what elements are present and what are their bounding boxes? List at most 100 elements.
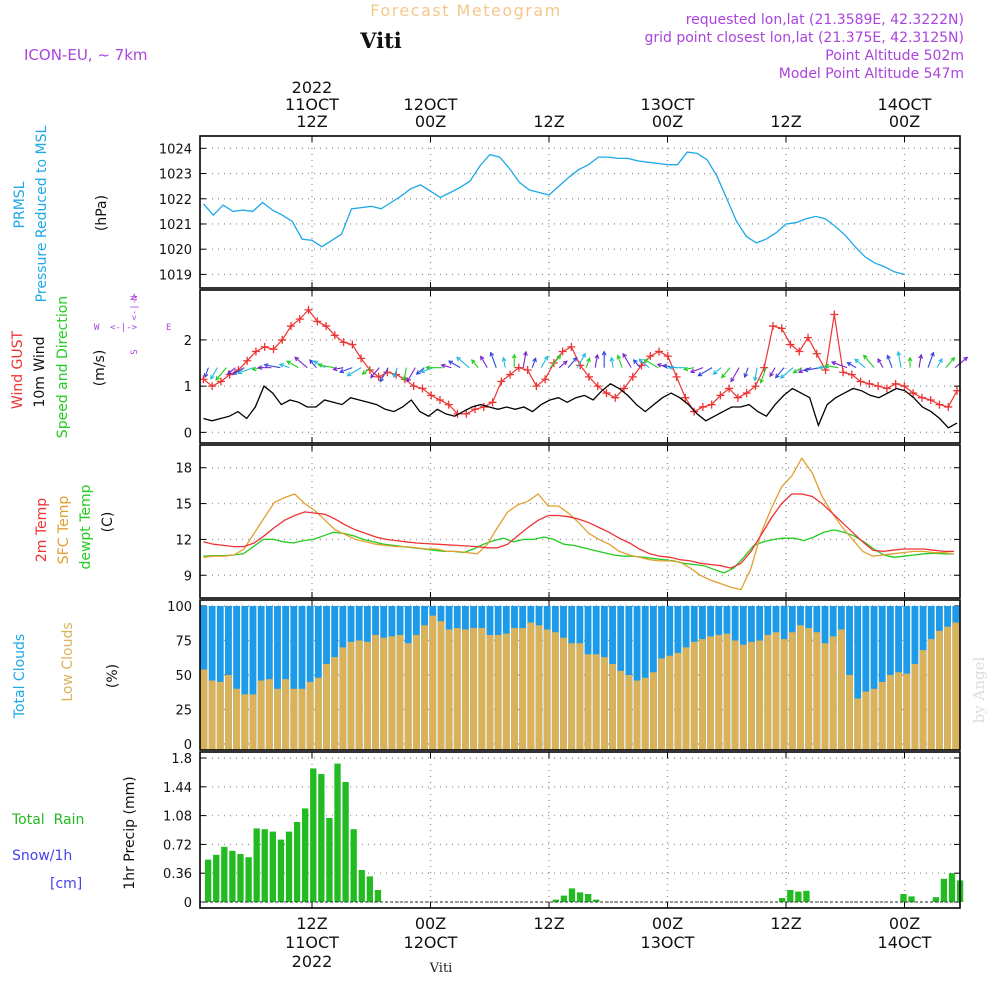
clouds-border [199, 599, 961, 751]
rain-bar [552, 899, 559, 902]
gridpoint-lonlat: grid point closest lon,lat (21.375E, 42.… [644, 30, 964, 46]
gust-marker [322, 322, 331, 331]
wind-arrow [643, 359, 659, 369]
wind-arrow [440, 363, 452, 369]
rain-bar [318, 774, 325, 902]
low-cloud-bar [290, 688, 298, 750]
compass-s: S [130, 349, 140, 354]
rain-bar [900, 894, 907, 902]
wind-arrow-shaft [406, 367, 416, 382]
wind-arrow-shaft [887, 355, 893, 368]
wind-arrow-head [601, 350, 607, 356]
wind-arrow [309, 359, 317, 369]
temp2m-label: 2m Temp [34, 498, 50, 562]
wind-arrow-head [317, 363, 323, 368]
temp-tick-label: 15 [175, 498, 192, 513]
wind-arrow [667, 365, 686, 371]
wind-arrow [361, 367, 371, 375]
low-cloud-bar [241, 694, 249, 750]
wind-arrow [294, 356, 308, 369]
wind-arrow [257, 365, 272, 371]
low-cloud-bar [666, 655, 674, 750]
clouds-tick-label: 75 [175, 635, 192, 650]
low-cloud-bar [854, 698, 862, 750]
rain-bar [787, 890, 794, 902]
wind-arrow-head [846, 362, 852, 367]
wind-arrow-head [406, 377, 411, 383]
wind-arrow [286, 360, 299, 369]
wind-arrow-head [730, 377, 735, 383]
wind-arrow [792, 367, 803, 374]
low-cloud-bar [478, 628, 486, 750]
total-cloud-bar [257, 606, 265, 750]
wind-arrow-head [721, 373, 726, 379]
wind-arrow [471, 359, 479, 369]
gust-marker [891, 379, 900, 388]
wind-arrow-head [753, 376, 758, 382]
wind-arrow [406, 367, 416, 383]
low-cloud-bar [935, 630, 943, 750]
low-cloud-bar [633, 680, 641, 750]
top-date-label: 12OCT [404, 95, 458, 114]
wind-arrow-shaft [215, 367, 227, 381]
wind-unit: (m/s) [92, 350, 108, 387]
wind-arrow-head [339, 368, 345, 374]
low-cloud-bar [396, 634, 404, 750]
top-hour-label: 12Z [296, 112, 327, 131]
wind-arrow [489, 351, 497, 368]
wind-arrow [601, 350, 607, 368]
temp-labels: 2m Temp SFC Temp dewpt Temp (C) [34, 484, 116, 569]
low-cloud-bar [739, 644, 747, 750]
wind-arrow [622, 352, 632, 368]
bottom-hour-label: 12Z [770, 914, 801, 933]
low-cloud-bar [658, 658, 666, 750]
total-cloud-bar [878, 606, 886, 750]
dewpt-label: dewpt Temp [78, 484, 94, 569]
wind-arrow [263, 363, 281, 369]
low-cloud-bar [380, 637, 388, 750]
rain-bar [285, 831, 293, 902]
precip-unit: 1hr Precip (mm) [122, 776, 138, 889]
gust-marker [269, 345, 278, 354]
wind-arrow-shaft [854, 358, 866, 369]
low-cloud-bar [641, 677, 649, 750]
low-cloud-bar [208, 680, 216, 750]
wind-arrow [203, 367, 209, 379]
panel-wind: 0 1 2 [184, 290, 969, 443]
wind-arrow [632, 359, 641, 369]
wind-arrow-shaft [210, 367, 218, 380]
clouds-tick-label: 50 [175, 669, 192, 684]
top-year-label: 2022 [292, 78, 333, 97]
gust-marker [374, 372, 383, 381]
wind-arrow-shaft [448, 360, 461, 369]
gust-marker [357, 354, 366, 363]
rain-bar [326, 818, 333, 902]
gust-marker [926, 396, 935, 405]
low-cloud-bar [257, 680, 265, 750]
wind-arrow [317, 363, 335, 369]
low-cloud-bar [952, 622, 960, 750]
gust-marker [777, 324, 786, 333]
wind-arrow [830, 361, 848, 369]
wind-arrow-shaft [633, 359, 641, 369]
wind-arrow-shaft [610, 357, 614, 368]
low-cloud-bar [878, 681, 886, 750]
wind-arrow [567, 356, 578, 369]
wind-arrow-shaft [370, 367, 380, 378]
low-cloud-bar [649, 672, 657, 750]
gust-marker [532, 382, 541, 391]
low-cloud-bar [731, 640, 739, 750]
wind-arrow-head [237, 369, 243, 375]
wind-arrow [743, 367, 749, 379]
bottom-date-label: 13OCT [641, 933, 695, 952]
rain-bar [229, 850, 236, 902]
gust-marker [882, 384, 891, 393]
rain-bar [803, 890, 810, 902]
low-cloud-bar [429, 615, 437, 750]
wind10m-label: 10m Wind [32, 336, 48, 407]
clouds-tick-label: 100 [167, 600, 192, 615]
gust-marker [733, 393, 742, 402]
wind-arrow-shaft [522, 351, 527, 368]
gust-marker [812, 349, 821, 358]
rain-bar [237, 854, 244, 902]
